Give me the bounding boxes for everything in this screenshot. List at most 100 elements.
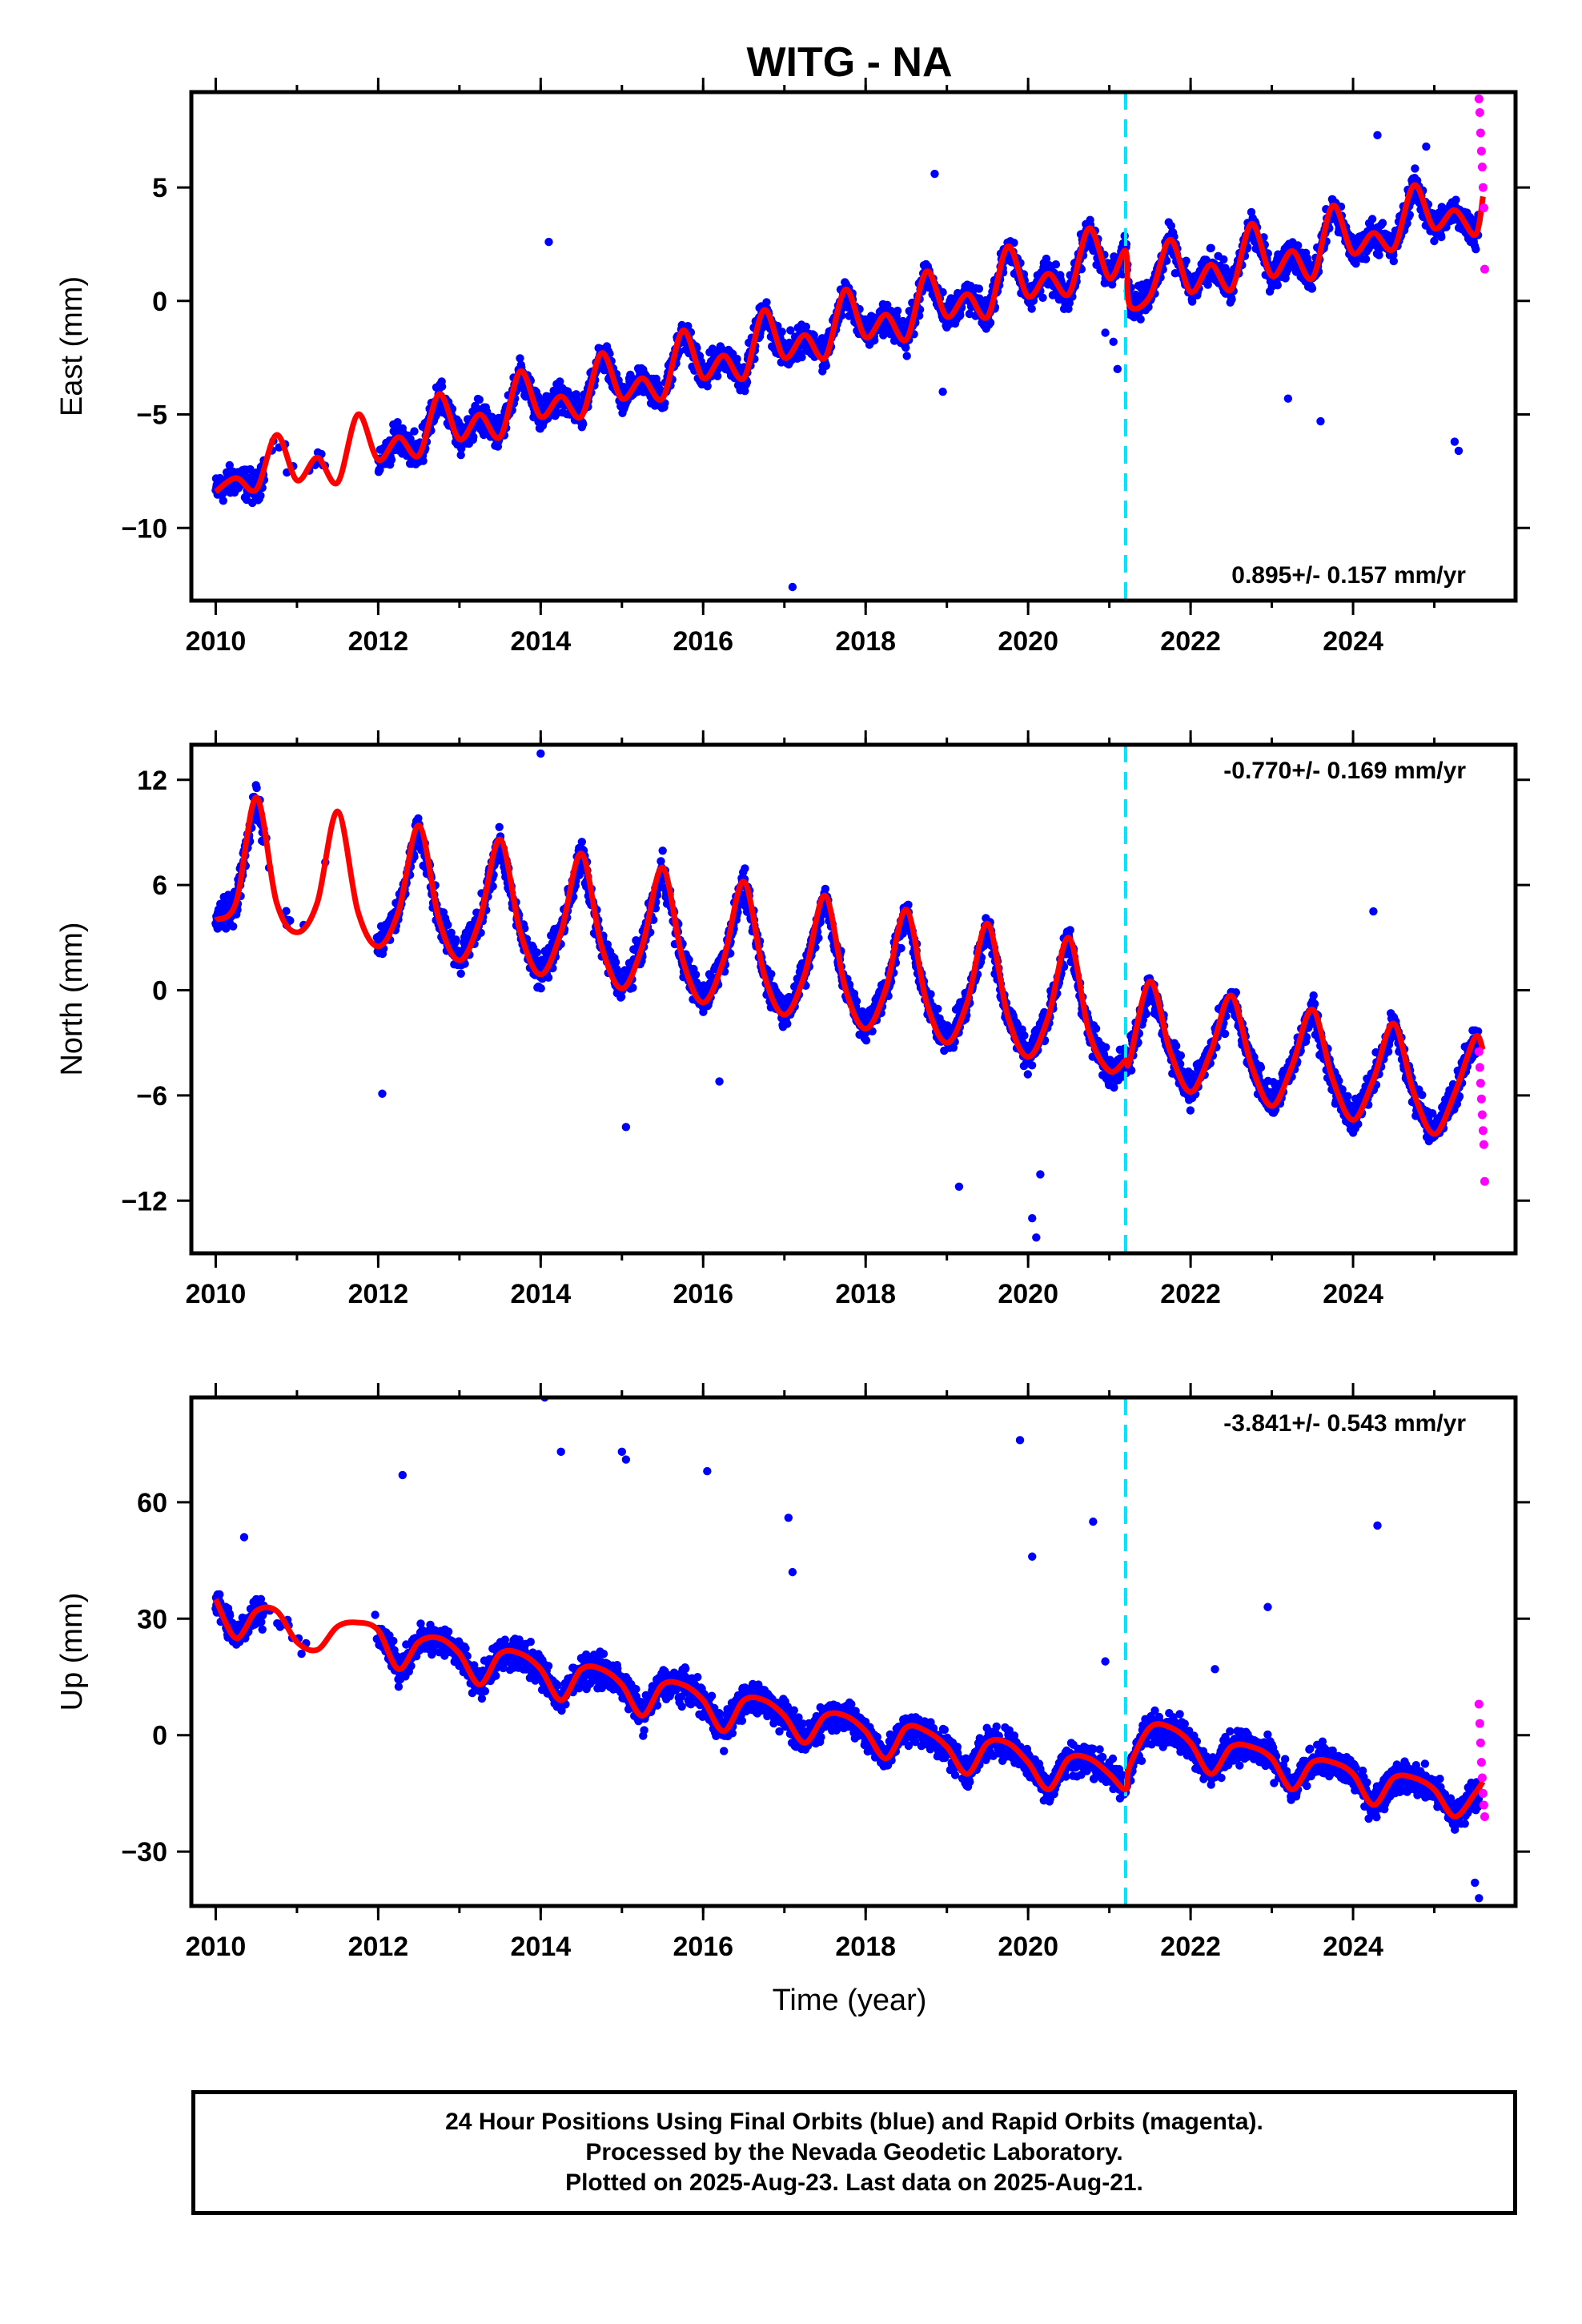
outlier-point bbox=[1422, 142, 1431, 151]
data-point bbox=[1182, 256, 1191, 265]
data-point bbox=[691, 970, 701, 979]
data-point bbox=[282, 907, 291, 915]
data-point bbox=[532, 948, 541, 957]
data-point bbox=[974, 284, 984, 293]
y-tick-label: 5 bbox=[152, 173, 167, 203]
data-point bbox=[777, 328, 786, 336]
data-point bbox=[741, 864, 749, 873]
y-tick-label: 0 bbox=[152, 287, 167, 317]
panels: 2010 2012 2014 2016 2018 2020 2022 2024−10−505E… bbox=[55, 78, 1530, 1962]
data-point bbox=[495, 822, 504, 832]
x-tick-label: 2018 bbox=[835, 626, 896, 657]
data-point bbox=[1227, 295, 1236, 304]
data-point bbox=[393, 418, 402, 427]
data-point bbox=[1430, 236, 1439, 246]
outlier-point bbox=[788, 582, 797, 592]
data-point bbox=[986, 318, 995, 328]
x-tick-label: 2022 bbox=[1160, 626, 1221, 657]
data-point bbox=[786, 326, 795, 335]
data-point bbox=[1411, 164, 1419, 173]
rapid-orbit-point bbox=[1475, 108, 1484, 118]
data-point bbox=[1010, 239, 1018, 247]
panel-north: 2010 2012 2014 2016 2018 2020 2022 2024−12−6061… bbox=[55, 730, 1530, 1309]
outlier-point bbox=[1450, 437, 1460, 446]
data-point bbox=[1065, 299, 1074, 308]
x-tick-label: 2012 bbox=[348, 626, 409, 657]
data-point bbox=[1437, 232, 1446, 242]
outlier-point bbox=[1283, 394, 1293, 403]
data-point bbox=[577, 838, 586, 846]
final-orbit-points-north bbox=[211, 781, 1484, 1146]
data-point bbox=[713, 372, 722, 380]
y-axis-label: East (mm) bbox=[55, 276, 89, 416]
data-point bbox=[938, 287, 947, 297]
data-point bbox=[1307, 284, 1317, 293]
data-point bbox=[767, 970, 776, 979]
data-point bbox=[901, 343, 910, 352]
data-point bbox=[1472, 245, 1480, 254]
data-point bbox=[897, 943, 905, 953]
data-point bbox=[516, 354, 524, 363]
data-point bbox=[741, 387, 749, 396]
outlier-point bbox=[930, 169, 939, 179]
plot-area-east bbox=[211, 92, 1489, 601]
data-point bbox=[821, 361, 831, 370]
outlier-point bbox=[544, 237, 553, 247]
data-point bbox=[229, 922, 238, 931]
x-tick-label: 2010 bbox=[186, 626, 247, 657]
data-point bbox=[762, 298, 771, 307]
rapid-orbit-point bbox=[1474, 94, 1484, 104]
outlier-point bbox=[1101, 328, 1110, 337]
data-point bbox=[1219, 255, 1228, 264]
data-point bbox=[1361, 255, 1371, 263]
rapid-orbit-point bbox=[1478, 183, 1488, 192]
data-point bbox=[861, 1036, 871, 1045]
data-point bbox=[902, 352, 911, 360]
data-point bbox=[1367, 215, 1377, 223]
data-point bbox=[488, 882, 497, 891]
data-point bbox=[783, 1019, 792, 1028]
panel-east: 2010 2012 2014 2016 2018 2020 2022 2024−10−505E… bbox=[55, 78, 1530, 657]
data-point bbox=[1136, 315, 1145, 324]
data-point bbox=[457, 444, 466, 453]
outlier-point bbox=[1109, 337, 1118, 347]
rapid-orbit-point bbox=[1476, 147, 1486, 156]
data-point bbox=[852, 997, 861, 1006]
data-point bbox=[410, 427, 419, 436]
data-point bbox=[658, 846, 667, 855]
data-point bbox=[870, 336, 879, 345]
data-point bbox=[536, 984, 545, 993]
data-point bbox=[556, 377, 564, 386]
model-fit-curve bbox=[214, 182, 1486, 494]
x-tick-label: 2020 bbox=[998, 626, 1058, 657]
rapid-orbit-point bbox=[1477, 163, 1487, 172]
data-point bbox=[456, 451, 465, 460]
data-point bbox=[1051, 260, 1061, 269]
data-point bbox=[286, 916, 295, 925]
data-point bbox=[1203, 280, 1212, 289]
data-point bbox=[437, 382, 447, 391]
data-point bbox=[1162, 256, 1171, 265]
velocity-label: 0.895+/- 0.157 mm/yr bbox=[1231, 562, 1466, 589]
data-point bbox=[406, 434, 415, 444]
figure-title: WITG - NA bbox=[746, 39, 952, 86]
rapid-orbit-point bbox=[1480, 264, 1489, 274]
data-point bbox=[219, 497, 227, 505]
data-point bbox=[447, 928, 456, 937]
data-point bbox=[1207, 243, 1215, 252]
data-point bbox=[444, 920, 452, 930]
x-tick-label: 2024 bbox=[1323, 626, 1383, 657]
y-tick-label: −10 bbox=[121, 513, 167, 544]
data-point bbox=[256, 491, 265, 501]
data-point bbox=[225, 460, 234, 470]
data-point bbox=[801, 322, 811, 332]
data-point bbox=[703, 382, 712, 391]
data-point bbox=[821, 884, 830, 894]
data-point bbox=[419, 456, 428, 465]
rapid-orbit-point bbox=[1476, 128, 1485, 138]
outlier-point bbox=[1454, 446, 1464, 456]
data-point bbox=[1389, 256, 1399, 266]
data-point bbox=[544, 973, 553, 982]
final-orbit-points-east bbox=[211, 164, 1484, 508]
